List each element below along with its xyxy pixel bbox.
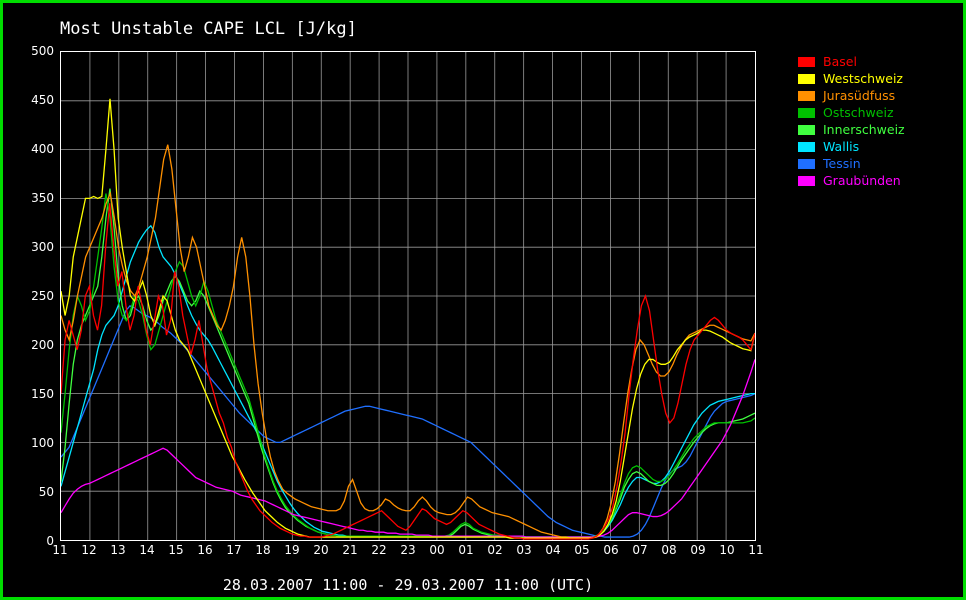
legend-color-swatch: [798, 73, 815, 84]
series-line: [61, 359, 755, 537]
series-line: [61, 189, 755, 537]
x-tick-label: 09: [690, 543, 706, 557]
x-tick-label: 22: [371, 543, 387, 557]
x-tick-label: 21: [342, 543, 358, 557]
y-tick-label: 250: [31, 289, 54, 303]
legend-item[interactable]: Westschweiz: [798, 70, 958, 87]
x-tick-label: 19: [284, 543, 300, 557]
legend-color-swatch: [798, 141, 815, 152]
grid-layer: [61, 52, 755, 540]
y-tick-label: 400: [31, 142, 54, 156]
y-axis-labels: 0 50 100 150 200 250 300 350 400 450 500: [13, 44, 54, 548]
series-line: [61, 306, 755, 537]
x-tick-label: 23: [400, 543, 416, 557]
legend: Basel Westschweiz Jurasüdfuss Ostschweiz Inn…: [798, 53, 958, 189]
legend-label: Ostschweiz: [823, 105, 894, 120]
y-tick-label: 0: [46, 534, 54, 548]
series-layer: [61, 52, 755, 540]
y-tick-label: 200: [31, 338, 54, 352]
x-tick-label: 12: [81, 543, 97, 557]
x-tick-label: 05: [574, 543, 590, 557]
legend-color-swatch: [798, 158, 815, 169]
legend-color-swatch: [798, 124, 815, 135]
legend-item[interactable]: Tessin: [798, 155, 958, 172]
y-tick-label: 150: [31, 387, 54, 401]
x-tick-label: 07: [632, 543, 648, 557]
x-tick-label: 01: [458, 543, 474, 557]
x-tick-label: 13: [110, 543, 126, 557]
legend-color-swatch: [798, 175, 815, 186]
legend-label: Jurasüdfuss: [823, 88, 896, 103]
x-tick-label: 02: [487, 543, 503, 557]
legend-item[interactable]: Wallis: [798, 138, 958, 155]
y-tick-label: 100: [31, 436, 54, 450]
legend-color-swatch: [798, 107, 815, 118]
page-title: Most Unstable CAPE LCL [J/kg]: [60, 19, 357, 39]
legend-item[interactable]: Innerschweiz: [798, 121, 958, 138]
x-tick-label: 00: [429, 543, 445, 557]
legend-color-swatch: [798, 56, 815, 67]
x-tick-label: 17: [226, 543, 242, 557]
legend-label: Tessin: [823, 156, 861, 171]
series-line: [61, 99, 755, 538]
legend-item[interactable]: Jurasüdfuss: [798, 87, 958, 104]
x-axis-labels: 11 12 13 14 15 16 17 18 19 20 21 22 23 00 01 02 03 04 05 06…: [52, 543, 763, 561]
x-tick-label: 03: [516, 543, 532, 557]
legend-label: Innerschweiz: [823, 122, 905, 137]
plot-area: [60, 51, 756, 541]
legend-item[interactable]: Graubünden: [798, 172, 958, 189]
x-tick-label: 11: [52, 543, 68, 557]
x-tick-label: 11: [748, 543, 764, 557]
series-line: [61, 145, 755, 538]
x-tick-label: 20: [313, 543, 329, 557]
x-axis-caption: 28.03.2007 11:00 - 29.03.2007 11:00 (UTC…: [222, 576, 594, 594]
legend-label: Graubünden: [823, 173, 901, 188]
x-tick-label: 04: [545, 543, 561, 557]
y-tick-label: 50: [38, 485, 54, 499]
legend-label: Basel: [823, 54, 857, 69]
x-tick-label: 16: [197, 543, 213, 557]
x-tick-label: 08: [661, 543, 677, 557]
series-line: [61, 226, 755, 537]
x-tick-label: 10: [719, 543, 735, 557]
legend-label: Westschweiz: [823, 71, 903, 86]
series-line: [61, 203, 755, 539]
legend-color-swatch: [798, 90, 815, 101]
x-tick-label: 18: [255, 543, 271, 557]
legend-item[interactable]: Ostschweiz: [798, 104, 958, 121]
series-line: [61, 194, 755, 538]
y-tick-label: 450: [31, 93, 54, 107]
x-tick-label: 15: [168, 543, 184, 557]
y-tick-label: 350: [31, 191, 54, 205]
legend-item[interactable]: Basel: [798, 53, 958, 70]
y-tick-label: 300: [31, 240, 54, 254]
x-tick-label: 06: [603, 543, 619, 557]
y-tick-label: 500: [31, 44, 54, 58]
x-tick-label: 14: [139, 543, 155, 557]
legend-label: Wallis: [823, 139, 860, 154]
